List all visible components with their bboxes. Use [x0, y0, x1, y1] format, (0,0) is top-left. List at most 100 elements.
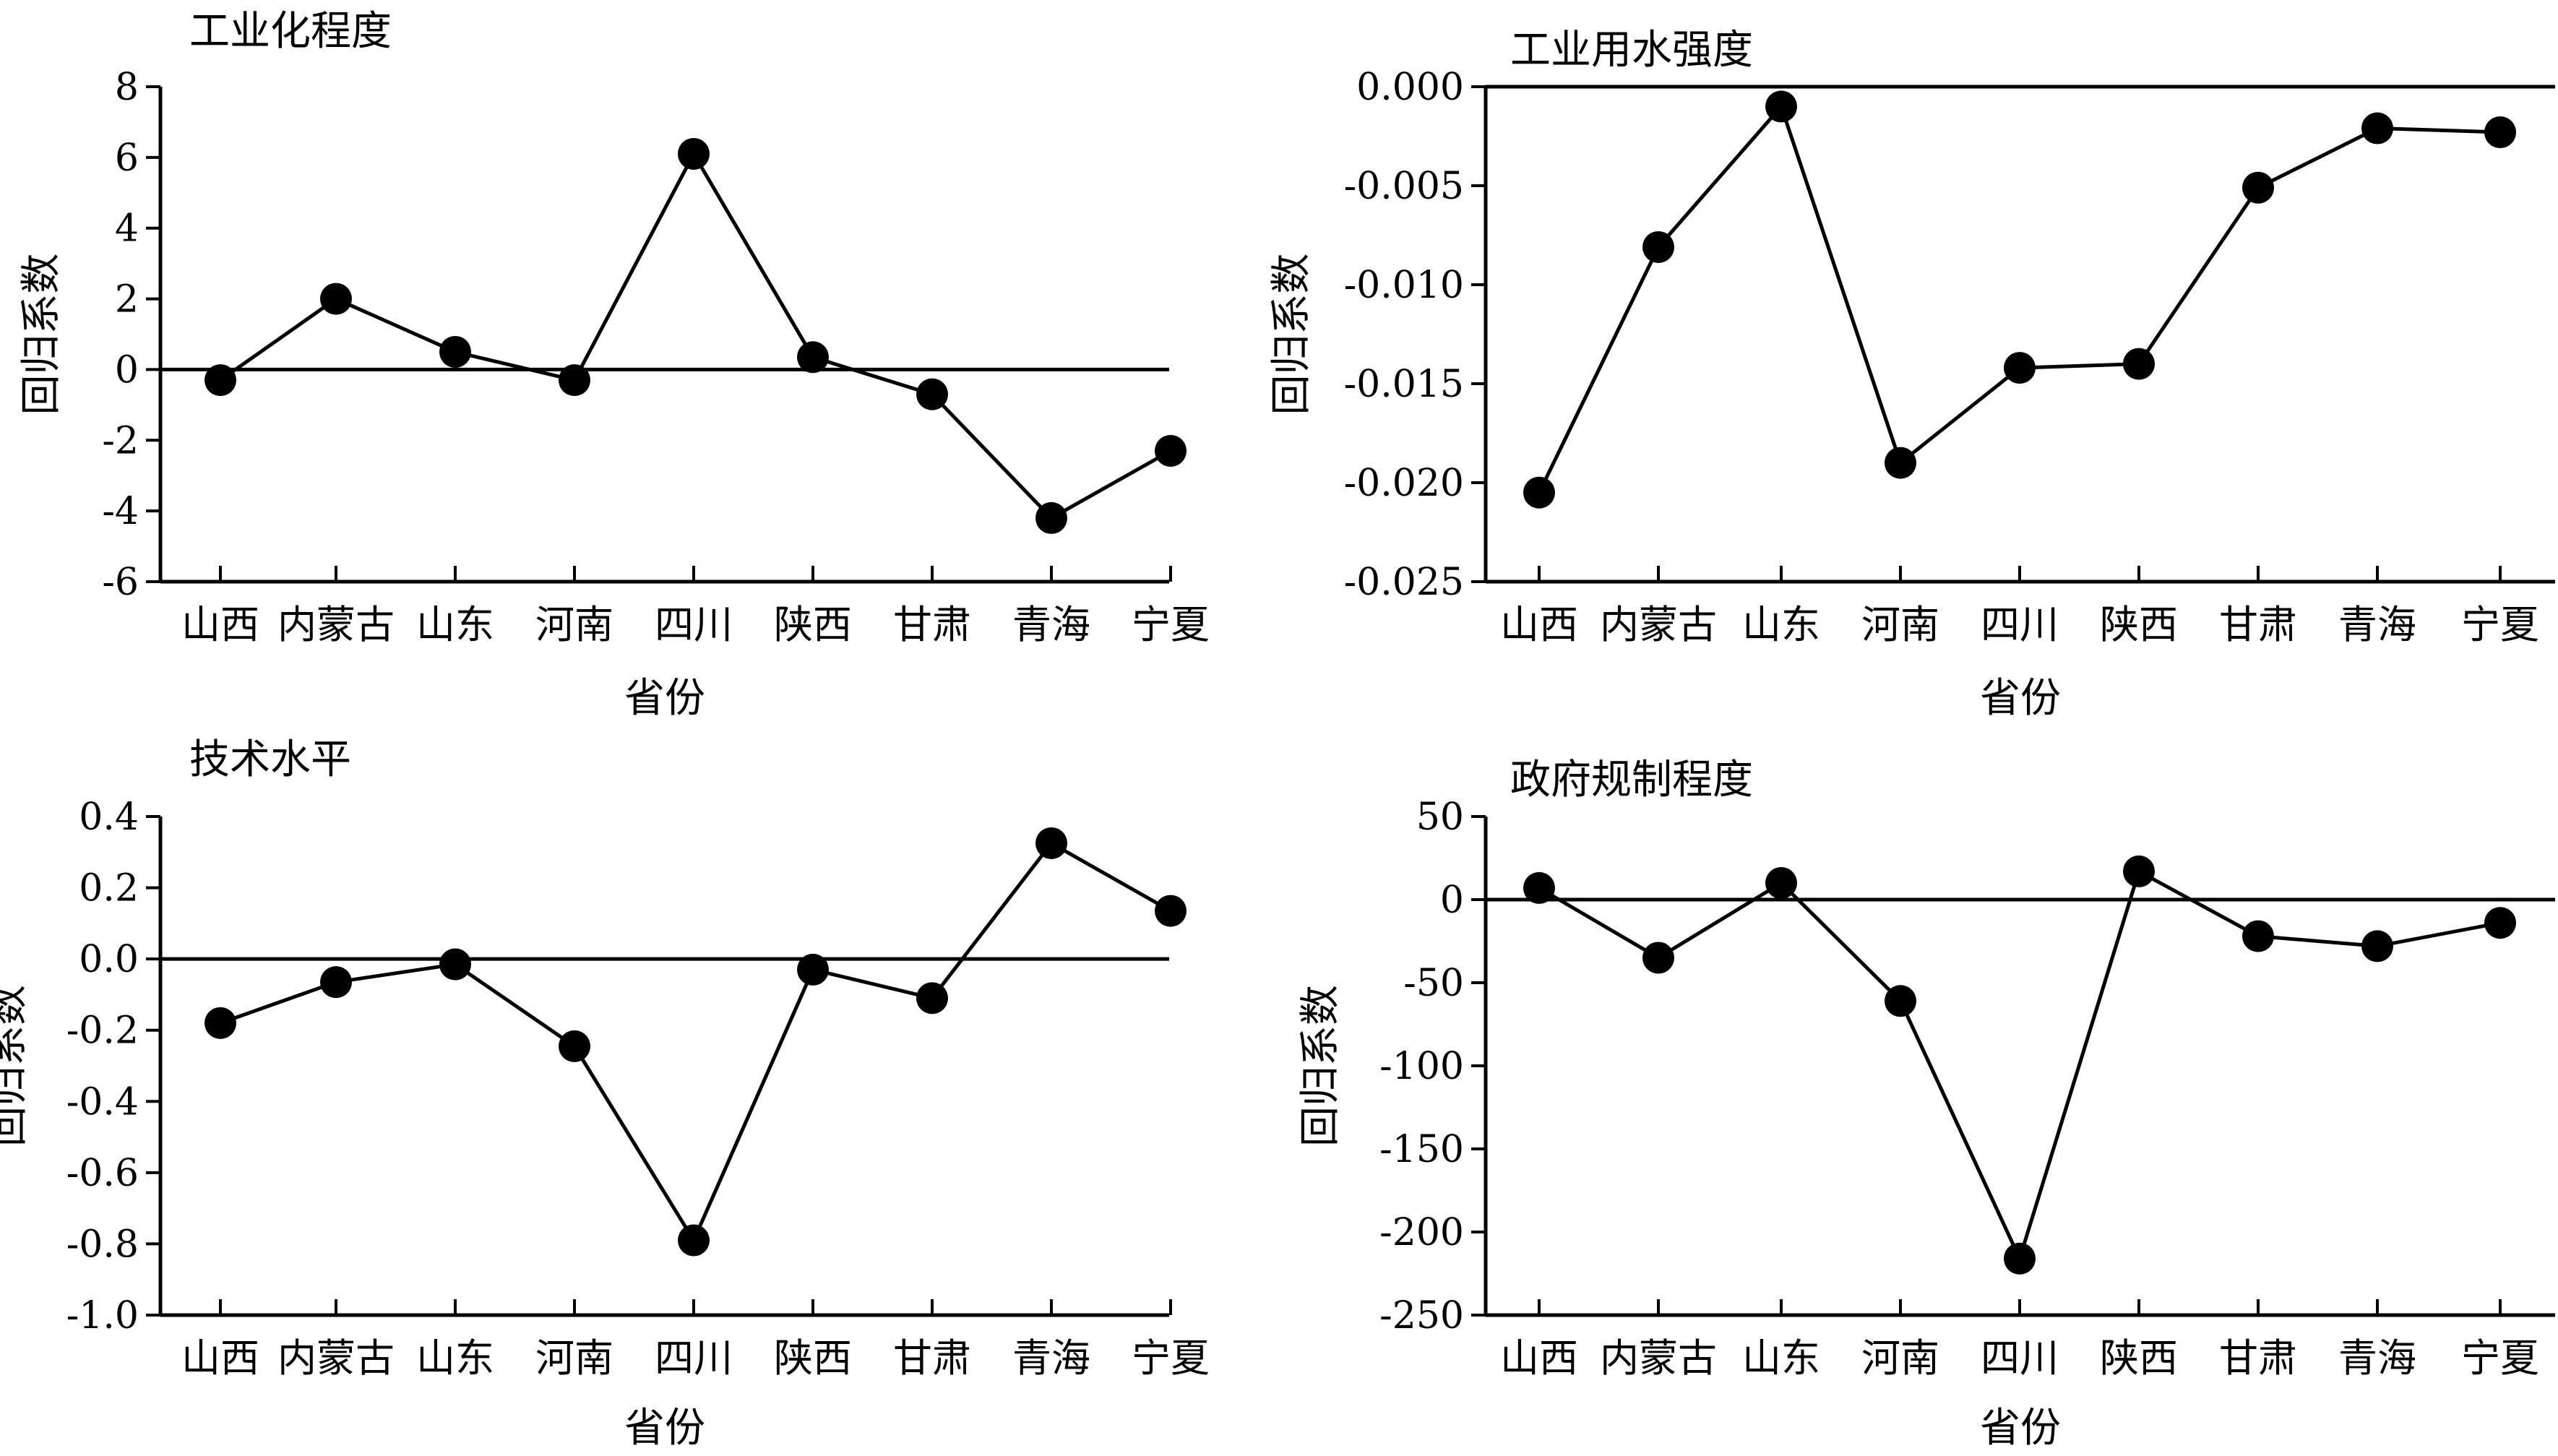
x-tick-label: 山东: [416, 602, 494, 647]
x-tick-label: 山东: [416, 1335, 494, 1381]
y-tick-label: 0.0: [79, 938, 139, 981]
y-tick-label: -0.020: [1344, 462, 1464, 505]
x-tick-label: 四川: [655, 602, 733, 647]
data-point: [1765, 90, 1797, 123]
y-tick-label: 2: [115, 278, 139, 322]
x-tick-label: 青海: [1012, 1335, 1090, 1381]
x-axis-title: 省份: [1980, 1405, 2061, 1452]
y-tick-label: -4: [102, 490, 139, 533]
x-tick-label: 宁夏: [1132, 602, 1210, 647]
data-point: [1642, 231, 1674, 263]
data-point: [2361, 930, 2393, 962]
y-tick-label: 8: [115, 66, 139, 109]
x-tick-label: 山西: [1500, 1335, 1578, 1381]
x-tick-label: 青海: [2338, 602, 2416, 647]
y-tick-label: -250: [1379, 1294, 1464, 1337]
data-point: [1155, 895, 1187, 927]
data-point: [2004, 1242, 2036, 1275]
y-tick-label: -0.2: [66, 1009, 139, 1053]
x-tick-label: 陕西: [2100, 602, 2178, 647]
data-point: [439, 948, 471, 981]
series-line: [220, 841, 1172, 1242]
x-tick-label: 甘肃: [2219, 602, 2297, 647]
data-point: [2484, 116, 2516, 149]
x-tick-label: 宁夏: [2461, 602, 2539, 647]
y-tick-label: -0.010: [1344, 264, 1464, 307]
data-point: [559, 1030, 590, 1062]
x-tick-label: 山西: [181, 1335, 259, 1381]
data-point: [2484, 907, 2516, 939]
data-point: [1035, 827, 1067, 859]
y-tick-label: 4: [115, 207, 139, 251]
x-tick-label: 内蒙古: [1600, 602, 1717, 647]
x-tick-label: 四川: [655, 1335, 733, 1381]
series-line: [219, 152, 1172, 520]
data-point: [204, 1007, 236, 1039]
y-tick-label: -150: [1379, 1128, 1464, 1171]
data-point: [1523, 476, 1555, 509]
x-tick-label: 宁夏: [1132, 1335, 1210, 1381]
data-point: [559, 364, 590, 397]
y-tick-label: -0.025: [1344, 561, 1464, 604]
y-tick-label: 0: [1440, 879, 1464, 922]
data-point: [1885, 985, 1916, 1017]
chart-title: 工业化程度: [189, 8, 392, 55]
data-point: [916, 982, 948, 1015]
x-tick-label: 河南: [535, 602, 613, 647]
y-tick-label: -0.8: [66, 1223, 139, 1266]
x-axis-title: 省份: [1980, 675, 2061, 722]
chart-title: 技术水平: [189, 736, 351, 783]
data-point: [2242, 171, 2274, 204]
x-tick-label: 山西: [1500, 602, 1578, 647]
data-point: [1523, 871, 1555, 904]
y-tick-label: -100: [1379, 1045, 1464, 1088]
x-tick-label: 山东: [1742, 1335, 1820, 1381]
chart-panel-3: 技术水平 0.4 0.2 0.0 -0.2 -0.4 -0.6 -0.8 -1.0 山西 内蒙古 山东…: [0, 736, 1210, 1452]
data-point: [320, 966, 352, 999]
data-point: [2004, 352, 2036, 384]
data-point: [1642, 942, 1674, 974]
y-axis-title: 回归系数: [1297, 985, 1344, 1147]
x-tick-label: 宁夏: [2461, 1335, 2539, 1381]
x-tick-label: 四川: [1981, 602, 2059, 647]
data-point: [1035, 501, 1067, 534]
data-point: [678, 137, 710, 170]
x-tick-label: 河南: [1861, 602, 1939, 647]
y-tick-label: 6: [115, 137, 139, 180]
x-tick-label: 河南: [535, 1335, 613, 1381]
y-axis-title: 回归系数: [1268, 254, 1315, 415]
y-tick-label: 0.2: [79, 867, 139, 910]
x-tick-label: 甘肃: [893, 1335, 971, 1381]
x-tick-label: 陕西: [774, 1335, 852, 1381]
y-tick-label: -6: [102, 561, 139, 604]
data-point: [2361, 112, 2393, 145]
x-tick-label: 青海: [1012, 602, 1090, 647]
x-tick-label: 甘肃: [2219, 1335, 2297, 1381]
data-point: [2242, 920, 2274, 952]
chart-title: 政府规制程度: [1510, 757, 1753, 804]
chart-panel-4: 政府规制程度 50 0 -50 -100 -150 -200 -250 山西 内蒙古 山东 河南 四川陕…: [1297, 757, 2555, 1452]
y-tick-label: -1.0: [66, 1294, 139, 1337]
chart-title: 工业用水强度: [1510, 27, 1753, 74]
data-point: [1765, 867, 1797, 899]
x-tick-label: 内蒙古: [277, 1335, 395, 1381]
y-tick-label: 0.000: [1356, 66, 1464, 109]
series-line: [1537, 104, 2501, 494]
x-tick-label: 陕西: [774, 602, 852, 647]
y-tick-label: -0.005: [1344, 165, 1464, 208]
y-tick-label: 0.4: [79, 796, 139, 839]
y-axis-title: 回归系数: [0, 985, 32, 1147]
data-point: [797, 341, 829, 374]
data-point: [204, 364, 236, 397]
y-tick-label: 0: [115, 348, 139, 392]
x-axis-title: 省份: [624, 1405, 705, 1452]
y-tick-label: -0.4: [66, 1080, 139, 1124]
y-tick-label: -200: [1379, 1211, 1464, 1254]
x-tick-label: 青海: [2338, 1335, 2416, 1381]
y-tick-label: -0.015: [1344, 363, 1464, 406]
x-tick-label: 内蒙古: [1600, 1335, 1717, 1381]
y-axis-title: 回归系数: [18, 254, 65, 415]
data-point: [2123, 855, 2155, 887]
